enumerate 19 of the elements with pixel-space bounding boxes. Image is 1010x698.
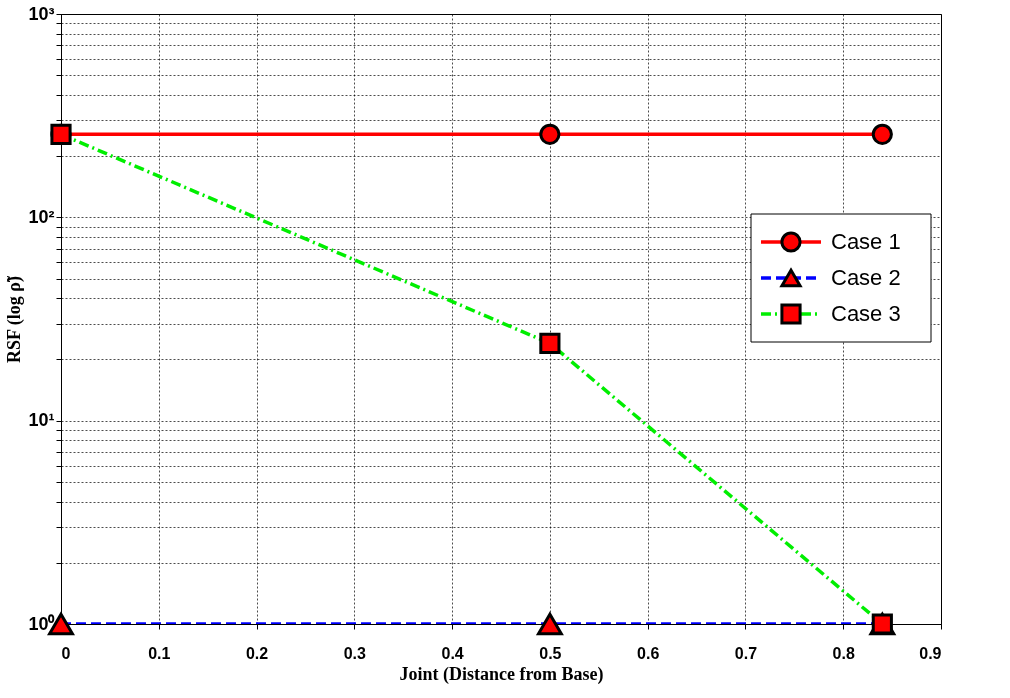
x-tick-label: 0.5 <box>539 644 562 662</box>
y-tick-label: 10² <box>28 206 55 227</box>
x-tick-label: 0.6 <box>637 644 660 662</box>
x-tick-label: 0.3 <box>343 644 367 662</box>
x-tick-label: 0.9 <box>919 644 942 662</box>
x-tick-label: 0.1 <box>148 644 171 662</box>
x-tick-label: 0 <box>61 644 71 662</box>
y-axis-title: RSF (log ρ̃) <box>4 276 26 363</box>
y-tick-label: 10³ <box>28 3 55 24</box>
x-tick-label: 0.7 <box>734 644 758 662</box>
x-axis-title: Joint (Distance from Base) <box>399 663 604 685</box>
y-tick-label: 10⁰ <box>28 613 56 634</box>
legend-label: Case 1 <box>831 229 901 254</box>
legend-label: Case 3 <box>831 301 901 326</box>
legend-label: Case 2 <box>831 265 901 290</box>
x-tick-label: 0.8 <box>832 644 855 662</box>
x-tick-label: 0.2 <box>245 644 269 662</box>
x-tick-label: 0.4 <box>441 644 464 662</box>
y-tick-label: 10¹ <box>28 410 55 431</box>
